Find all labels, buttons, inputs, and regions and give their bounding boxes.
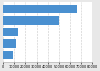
Bar [3, 39, 16, 48]
Bar [3, 51, 13, 59]
Bar [3, 5, 77, 13]
Bar [3, 16, 59, 25]
Bar [3, 28, 18, 36]
